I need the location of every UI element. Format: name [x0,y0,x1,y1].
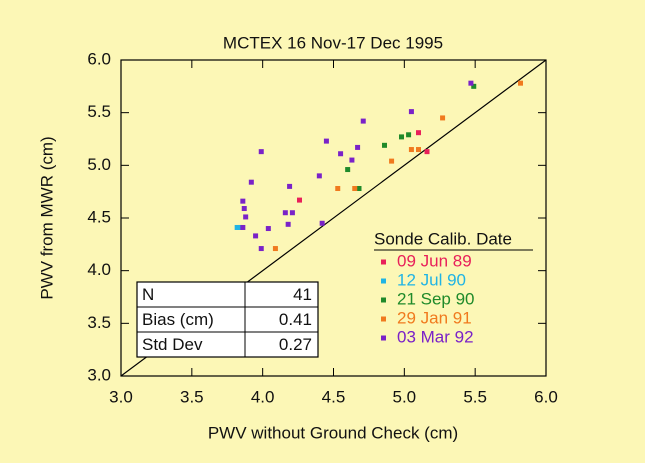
point [471,83,477,89]
point [241,206,247,212]
x-tick-label: 4.0 [251,387,275,406]
point [408,109,414,115]
point [319,220,325,226]
point [258,246,264,252]
legend-label: 12 Jul 90 [397,270,466,289]
legend-swatch [381,278,386,284]
point [356,186,362,192]
point [316,173,322,179]
y-tick-label: 3.0 [87,365,111,384]
point [355,144,361,150]
legend-label: 09 Jun 89 [397,251,472,270]
legend-title: Sonde Calib. Date [374,229,512,248]
y-axis-label: PWV from MWR (cm) [37,136,56,299]
point [234,224,240,230]
point [468,80,474,86]
point [297,197,302,203]
point [518,80,523,86]
point [272,246,278,252]
table-value: 0.41 [279,310,312,329]
y-tick-label: 4.5 [87,207,111,226]
point [335,186,341,192]
x-tick-label: 5.0 [393,387,417,406]
x-tick-label: 4.5 [322,387,346,406]
point [265,226,271,232]
x-tick-label: 3.5 [180,387,204,406]
chart-title: MCTEX 16 Nov-17 Dec 1995 [223,33,443,52]
y-tick-label: 4.0 [87,260,111,279]
x-tick-label: 3.0 [109,387,133,406]
point [243,214,249,220]
table-label: Bias (cm) [142,310,214,329]
point [440,115,446,121]
x-tick-label: 6.0 [534,387,558,406]
point [360,118,366,124]
point [237,224,243,230]
y-tick-label: 5.0 [87,155,111,174]
point [258,149,264,155]
point [289,210,295,216]
point [352,186,358,192]
point [253,233,259,239]
legend-label: 21 Sep 90 [397,289,475,308]
point [416,130,421,136]
point [248,179,254,185]
point [240,198,246,204]
point [389,158,395,164]
point [345,167,351,173]
x-tick-label: 5.5 [463,387,487,406]
table-value: 41 [293,285,312,304]
x-axis-label: PWV without Ground Check (cm) [208,423,458,442]
table-value: 0.27 [279,335,312,354]
y-tick-label: 6.0 [87,49,111,68]
point [416,147,421,153]
point [240,224,246,230]
point [406,132,412,138]
legend-swatch [381,297,386,303]
y-tick-label: 5.5 [87,102,111,121]
point [323,138,329,144]
point [287,183,293,189]
point [282,210,288,216]
point [382,142,387,148]
point [399,134,404,140]
y-tick-label: 3.5 [87,313,111,332]
legend-swatch [381,259,386,265]
point [408,147,414,153]
legend-label: 03 Mar 92 [397,327,474,346]
legend-swatch [381,335,386,341]
stats-table [136,281,319,358]
table-label: Std Dev [142,335,203,354]
legend-label: 29 Jan 91 [397,308,472,327]
table-label: N [142,285,154,304]
point [349,157,355,163]
point [285,221,291,227]
legend-swatch [381,316,386,322]
point [424,149,430,155]
point [338,151,344,157]
